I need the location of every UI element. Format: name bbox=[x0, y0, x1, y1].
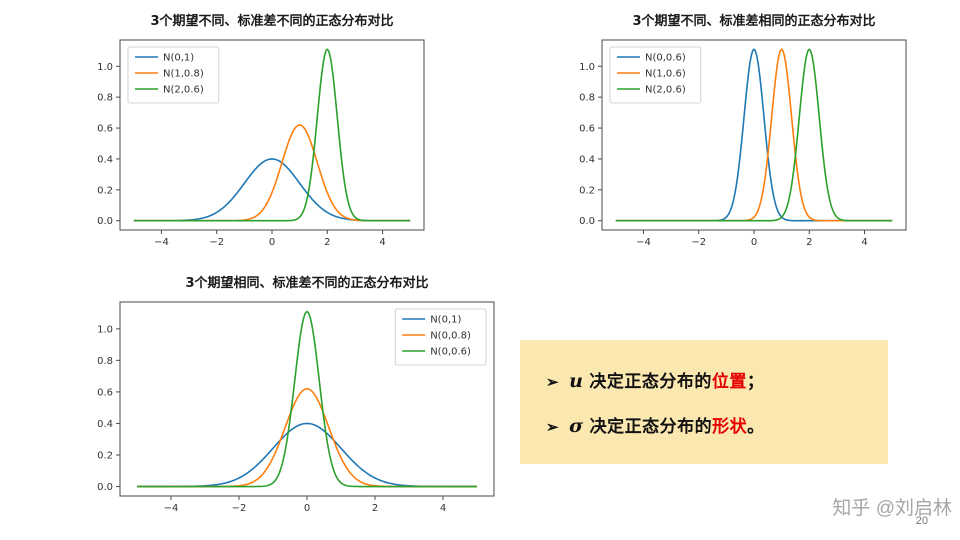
y-tick-label: 0.0 bbox=[97, 216, 113, 227]
y-tick-label: 0.8 bbox=[97, 93, 113, 104]
legend-label: N(0,0.6) bbox=[645, 53, 686, 64]
note-box: ➢ u 决定正态分布的位置； ➢ σ 决定正态分布的形状。 bbox=[520, 340, 888, 464]
note-text: 决定正态分布的 bbox=[589, 372, 712, 391]
legend-label: N(2,0.6) bbox=[163, 85, 204, 96]
note-line-sigma: ➢ σ 决定正态分布的形状。 bbox=[546, 412, 888, 437]
legend-label: N(0,0.8) bbox=[430, 331, 471, 342]
y-tick-label: 1.0 bbox=[97, 324, 113, 335]
x-tick-label: −2 bbox=[232, 503, 247, 514]
x-tick-label: −2 bbox=[209, 237, 224, 248]
y-tick-label: 0.4 bbox=[97, 419, 113, 430]
x-tick-label: −4 bbox=[154, 237, 169, 248]
y-tick-label: 0.2 bbox=[579, 185, 595, 196]
x-tick-label: −4 bbox=[636, 237, 651, 248]
legend-label: N(1,0.8) bbox=[163, 69, 204, 80]
curve-N(2,0.6) bbox=[133, 48, 411, 222]
chart-top-right: 3个期望不同、标准差相同的正态分布对比 −4 −2 0 2 4 0.0 0.2 0.4 0.6 0.… bbox=[566, 6, 916, 263]
x-tick-label: −4 bbox=[164, 503, 179, 514]
curve-N(0,1) bbox=[133, 158, 411, 222]
mu-symbol: u bbox=[569, 370, 584, 392]
watermark: 知乎 @刘启林 bbox=[832, 498, 952, 519]
y-tick-label: 0.6 bbox=[97, 124, 113, 135]
curve-N(0,0.8) bbox=[137, 387, 477, 488]
legend: N(0,1) N(1,0.8) N(2,0.6) bbox=[127, 46, 220, 104]
arrow-bullet-icon: ➢ bbox=[546, 374, 560, 391]
x-tick-label: 0 bbox=[269, 237, 275, 248]
chart-title: 3个期望相同、标准差不同的正态分布对比 bbox=[185, 275, 428, 291]
plot-svg: 3个期望不同、标准差相同的正态分布对比 −4 −2 0 2 4 0.0 0.2 0.4 0.6 0.… bbox=[579, 13, 907, 248]
y-tick-label: 0.0 bbox=[97, 482, 113, 493]
x-tick-label: 2 bbox=[372, 503, 378, 514]
legend-label: N(2,0.6) bbox=[645, 85, 686, 96]
note-punct: ； bbox=[746, 372, 765, 391]
y-tick-label: 0.4 bbox=[579, 154, 595, 165]
legend-label: N(0,0.6) bbox=[430, 347, 471, 358]
plot-svg: 3个期望不同、标准差不同的正态分布对比 −4 −2 0 2 4 0.0 0.2 0.4 0.6 0.… bbox=[97, 13, 425, 248]
y-tick-label: 0.6 bbox=[97, 387, 113, 398]
curve-N(1,0.8) bbox=[133, 124, 411, 222]
sigma-symbol: σ bbox=[569, 415, 584, 437]
note-text: 决定正态分布的 bbox=[589, 417, 713, 436]
x-tick-label: 4 bbox=[379, 237, 385, 248]
page-number: 20 bbox=[915, 515, 928, 527]
y-tick-label: 1.0 bbox=[97, 62, 113, 73]
y-tick-label: 0.8 bbox=[579, 93, 595, 104]
legend-label: N(0,1) bbox=[163, 53, 194, 64]
x-tick-label: 2 bbox=[324, 237, 330, 248]
legend-label: N(1,0.6) bbox=[645, 69, 686, 80]
x-tick-label: 2 bbox=[806, 237, 812, 248]
chart-bottom-left: 3个期望相同、标准差不同的正态分布对比 −4 −2 0 2 4 0.0 0.2 0.4 0.6 0.… bbox=[84, 268, 504, 529]
curve-N(2,0.6) bbox=[615, 48, 893, 222]
legend-label: N(0,1) bbox=[430, 315, 461, 326]
x-tick-label: 0 bbox=[304, 503, 310, 514]
curve-N(0,0.6) bbox=[137, 310, 477, 488]
note-highlight-shape: 形状 bbox=[712, 417, 748, 436]
y-tick-label: 1.0 bbox=[579, 62, 595, 73]
y-tick-label: 0.8 bbox=[97, 356, 113, 367]
legend: N(0,1) N(0,0.8) N(0,0.6) bbox=[394, 308, 487, 366]
y-tick-label: 0.2 bbox=[97, 185, 113, 196]
note-line-mu: ➢ u 决定正态分布的位置； bbox=[546, 367, 888, 392]
x-tick-label: 0 bbox=[751, 237, 757, 248]
curve-N(0,1) bbox=[137, 422, 477, 488]
note-punct: 。 bbox=[747, 417, 765, 436]
y-tick-label: 0.6 bbox=[579, 124, 595, 135]
note-highlight-position: 位置 bbox=[711, 372, 747, 391]
plot-svg: 3个期望相同、标准差不同的正态分布对比 −4 −2 0 2 4 0.0 0.2 0.4 0.6 0.… bbox=[97, 275, 495, 514]
x-tick-label: −2 bbox=[691, 237, 706, 248]
x-tick-label: 4 bbox=[440, 503, 446, 514]
y-tick-label: 0.0 bbox=[579, 216, 595, 227]
legend: N(0,0.6) N(1,0.6) N(2,0.6) bbox=[609, 46, 702, 104]
y-tick-label: 0.2 bbox=[97, 450, 113, 461]
chart-top-left: 3个期望不同、标准差不同的正态分布对比 −4 −2 0 2 4 0.0 0.2 0.4 0.6 0.… bbox=[84, 6, 434, 263]
arrow-bullet-icon: ➢ bbox=[546, 419, 560, 436]
chart-title: 3个期望不同、标准差相同的正态分布对比 bbox=[632, 13, 875, 29]
x-tick-label: 4 bbox=[861, 237, 867, 248]
y-tick-label: 0.4 bbox=[97, 154, 113, 165]
chart-title: 3个期望不同、标准差不同的正态分布对比 bbox=[150, 13, 393, 29]
